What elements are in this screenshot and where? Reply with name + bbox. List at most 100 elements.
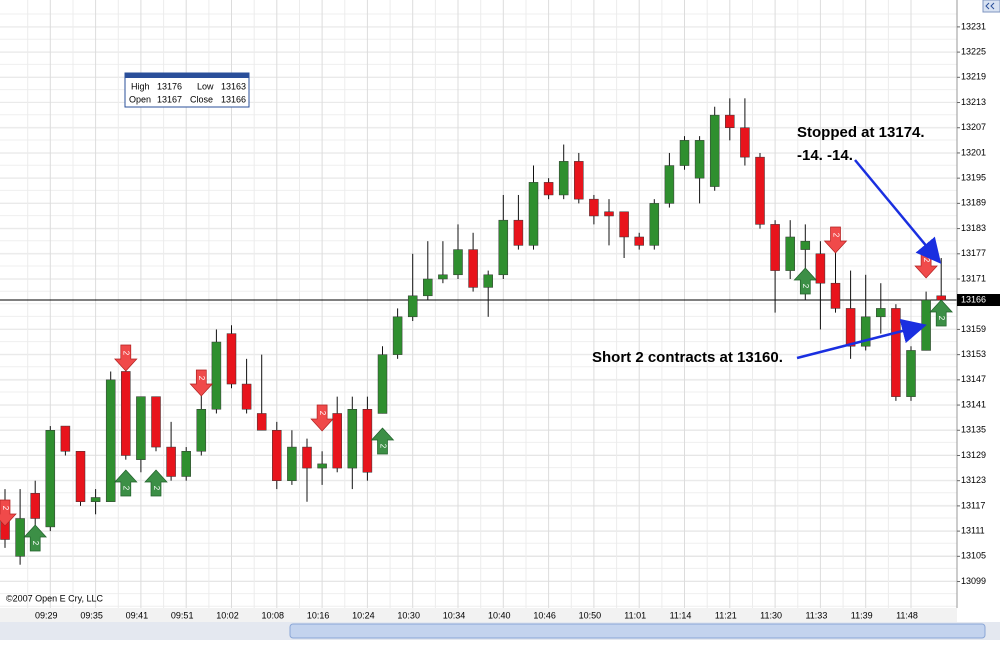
candle-body (906, 350, 916, 397)
candle-body (272, 430, 282, 481)
signal-arrow: 2 (144, 469, 168, 497)
candle-body (241, 383, 252, 410)
x-tick-label: 11:21 (715, 610, 737, 620)
candle-body (136, 396, 146, 460)
signal-arrow-label: 2 (122, 486, 131, 491)
candle-body (709, 114, 720, 187)
signal-arrow-shape (144, 469, 168, 497)
candle-body (483, 274, 493, 288)
y-tick-label: 13117 (961, 500, 985, 510)
candle-body (438, 274, 448, 280)
y-tick-label: 13219 (961, 72, 986, 82)
candle-body (921, 299, 931, 351)
candle-body (664, 165, 675, 204)
candle-body (694, 140, 705, 179)
signal-arrow-shape (929, 299, 953, 327)
signal-arrow-shape (114, 469, 138, 497)
x-axis-strip (0, 608, 957, 622)
signal-arrow-label: 2 (197, 376, 206, 381)
candle-body (256, 413, 267, 431)
candle-body (211, 341, 222, 410)
ohlc-label: High (131, 81, 150, 91)
annotation: -14. -14. (797, 147, 853, 164)
candle-body (423, 278, 433, 297)
signal-arrow: 2 (929, 299, 953, 327)
candle-body (392, 316, 403, 355)
candle-body (453, 249, 463, 276)
x-tick-label: 11:39 (851, 610, 873, 620)
candle-body (166, 446, 176, 477)
ohlc-label: Close (190, 94, 213, 104)
x-tick-label: 10:16 (307, 610, 330, 620)
y-tick-label: 13225 (961, 46, 986, 56)
candle-body (45, 430, 56, 528)
current-price-label: 13166 (961, 294, 986, 304)
candle-body (800, 240, 811, 250)
candle-body (543, 182, 554, 196)
signal-arrow-label: 2 (1, 506, 10, 511)
candle-body (528, 182, 539, 246)
signal-arrow: 2 (23, 524, 47, 552)
candle-body (679, 140, 690, 166)
candle-body (15, 518, 25, 557)
annotation: Short 2 contracts at 13160. (592, 349, 783, 366)
candle-body (860, 316, 871, 347)
candle-body (498, 219, 509, 276)
y-tick-label: 13195 (961, 173, 986, 183)
copyright: ©2007 Open E Cry, LLC (6, 593, 104, 603)
candle-body (377, 354, 388, 414)
y-tick-label: 13183 (961, 223, 986, 233)
x-tick-label: 11:30 (760, 610, 782, 620)
y-tick-label: 13141 (961, 399, 986, 409)
candle-body (649, 203, 660, 246)
candle-body (468, 249, 478, 288)
signal-arrow-label: 2 (937, 316, 946, 321)
x-tick-label: 10:46 (533, 610, 556, 620)
candle-body (347, 409, 358, 469)
y-tick-label: 13111 (961, 525, 985, 535)
x-tick-label: 11:33 (805, 610, 827, 620)
x-tick-label: 11:14 (670, 610, 692, 620)
candle-body (755, 156, 765, 225)
candle-body (226, 333, 237, 385)
y-tick-label: 13207 (961, 122, 986, 132)
candle-body (574, 161, 584, 200)
x-tick-label: 10:50 (579, 610, 602, 620)
signal-arrow-label: 2 (922, 258, 931, 263)
signal-arrow: 2 (823, 226, 848, 254)
signal-arrow: 2 (189, 369, 214, 397)
candle-body (830, 282, 841, 309)
candle-body (785, 236, 795, 271)
candle-body (876, 308, 886, 318)
signal-arrow-label: 2 (122, 351, 131, 356)
signal-arrow: 2 (370, 427, 395, 455)
y-tick-label: 13135 (961, 425, 986, 435)
y-tick-label: 13171 (961, 273, 986, 283)
signal-arrow-shape (114, 344, 138, 372)
ohlc-value: 13176 (157, 81, 182, 91)
candle-body (936, 295, 946, 301)
candle-body (181, 451, 191, 477)
y-tick-label: 13099 (961, 576, 986, 586)
signal-arrow-label: 2 (378, 444, 387, 449)
signal-arrow-shape (189, 369, 214, 397)
candle-body (362, 409, 373, 473)
ohlc-value: 13167 (157, 94, 182, 104)
scrollbar-thumb[interactable] (289, 623, 986, 639)
annotation-arrow (796, 318, 927, 360)
candle-body (513, 219, 524, 246)
x-tick-label: 09:29 (35, 610, 58, 620)
plot: 2 2 2 2 2 2 2 2 2 2 2 2 (0, 98, 957, 565)
candle-body (407, 295, 418, 318)
y-tick-label: 13201 (961, 147, 986, 157)
ohlc-box-bar (125, 73, 249, 78)
candle-body (75, 451, 86, 502)
x-tick-label: 09:51 (171, 610, 194, 620)
x-tick-label: 11:48 (896, 610, 918, 620)
y-tick-label: 13177 (961, 248, 986, 258)
candle-body (815, 253, 826, 284)
candle-body (619, 211, 629, 238)
x-tick-label: 10:24 (352, 610, 375, 620)
